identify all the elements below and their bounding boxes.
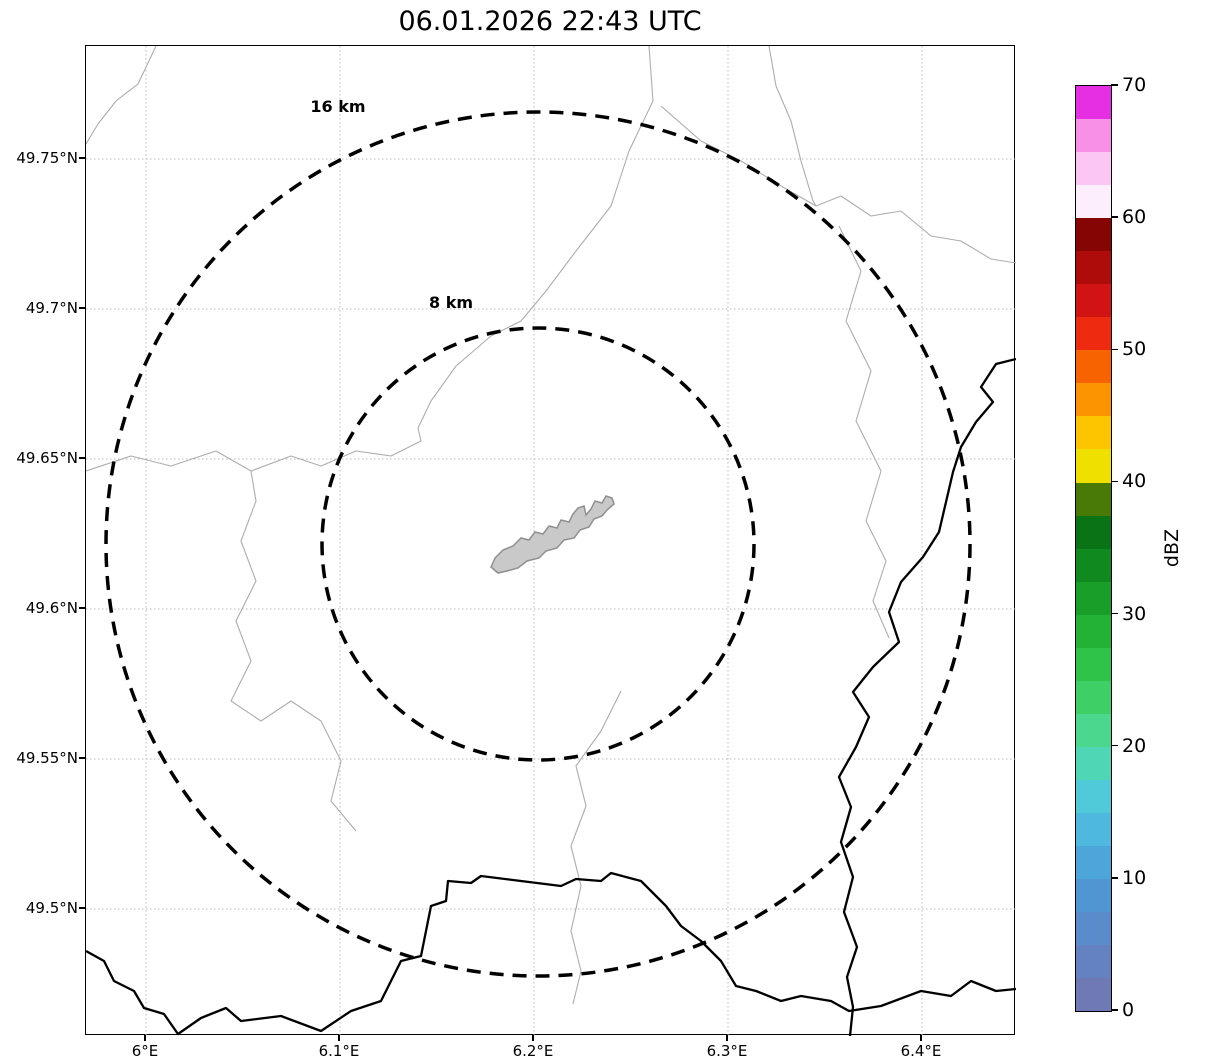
y-tick-mark [79,307,85,309]
colorbar-tick-label: 0 [1122,999,1135,1021]
colorbar-segment [1076,284,1111,318]
boundary-line [570,690,622,1005]
colorbar-segment [1076,515,1111,549]
x-tick-mark [726,1035,728,1041]
colorbar-segment [1076,680,1111,714]
y-tick-label: 49.7°N [25,299,78,317]
colorbar-tick-mark [1111,612,1118,615]
boundary-line [768,46,817,207]
colorbar-tick-mark [1111,877,1118,879]
x-tick-label: 6.1°E [318,1042,360,1060]
map-plot: 16 km 8 km [85,45,1016,1036]
x-tick-mark [144,1035,146,1041]
colorbar-segment [1076,152,1111,186]
y-tick-mark [79,157,85,159]
boundary-line [86,46,157,145]
colorbar-tick-label: 30 [1122,602,1147,625]
colorbar-segment [1076,845,1111,879]
admin-boundaries [86,46,1016,1005]
x-tick-label: 6°E [131,1042,159,1060]
border-line-south [86,871,1016,1036]
colorbar-tick-label: 40 [1122,470,1147,493]
colorbar-segment [1076,317,1111,351]
colorbar-segment [1076,548,1111,582]
gridlines [86,46,1016,1036]
colorbar-tick-label: 60 [1122,206,1147,229]
y-tick-label: 49.55°N [16,749,78,767]
airport-area-polygon [490,495,615,574]
colorbar-segment [1076,449,1111,483]
colorbar-segment [1076,779,1111,813]
colorbar-tick-label: 70 [1122,74,1147,96]
y-tick-label: 49.6°N [25,599,78,617]
colorbar-tick-label: 50 [1122,338,1147,361]
x-tick-label: 6.3°E [706,1042,748,1060]
colorbar-segment [1076,812,1111,846]
colorbar-tick-mark [1111,1009,1118,1011]
range-ring-8km [320,326,756,762]
x-tick-mark [338,1035,340,1041]
colorbar-segment [1076,647,1111,681]
range-ring-8km-label: 8 km [429,293,473,312]
colorbar-tick-mark [1111,348,1118,351]
map-canvas: 16 km 8 km [86,46,1016,1036]
colorbar-segment [1076,185,1111,219]
colorbar-segment [1076,581,1111,615]
y-tick-label: 49.5°N [25,899,78,917]
x-tick-mark [920,1035,922,1041]
colorbar-axis-label-text: dBZ [1161,528,1183,568]
boundary-line [86,427,422,472]
colorbar-segment [1076,350,1111,384]
colorbar-segment [1076,416,1111,450]
colorbar [1075,85,1112,1012]
boundary-line [660,105,1016,264]
colorbar-segment [1076,911,1111,945]
colorbar-segment [1076,944,1111,978]
colorbar-segment [1076,878,1111,912]
border-line-east [837,357,1016,1036]
boundary-line [230,470,357,832]
y-tick-label: 49.75°N [16,149,78,167]
y-tick-mark [79,457,85,459]
colorbar-segment [1076,119,1111,153]
x-tick-label: 6.4°E [900,1042,942,1060]
boundary-line [417,46,654,429]
colorbar-segment [1076,482,1111,516]
colorbar-tick-mark [1111,84,1118,86]
colorbar-axis-label: dBZ [1150,517,1194,579]
x-tick-label: 6.2°E [512,1042,554,1060]
colorbar-tick-label: 20 [1122,734,1147,757]
y-tick-label: 49.65°N [16,449,78,467]
y-tick-mark [79,607,85,609]
country-borders [86,357,1016,1036]
colorbar-tick-mark [1111,216,1118,218]
range-ring-16km-label: 16 km [310,97,365,116]
colorbar-segment [1076,383,1111,417]
colorbar-segment [1076,977,1111,1011]
figure-title: 06.01.2026 22:43 UTC [398,6,702,37]
colorbar-segment [1076,86,1111,120]
colorbar-segment [1076,251,1111,285]
range-ring-16km [104,110,972,978]
colorbar-tick-mark [1111,744,1118,747]
y-tick-mark [79,907,85,909]
colorbar-segment [1076,614,1111,648]
colorbar-tick-mark [1111,480,1118,483]
colorbar-tick-label: 10 [1122,866,1147,889]
x-tick-mark [532,1035,534,1041]
boundary-line [838,225,890,639]
colorbar-segment [1076,218,1111,252]
y-tick-mark [79,757,85,759]
colorbar-segment [1076,746,1111,780]
colorbar-segment [1076,713,1111,747]
